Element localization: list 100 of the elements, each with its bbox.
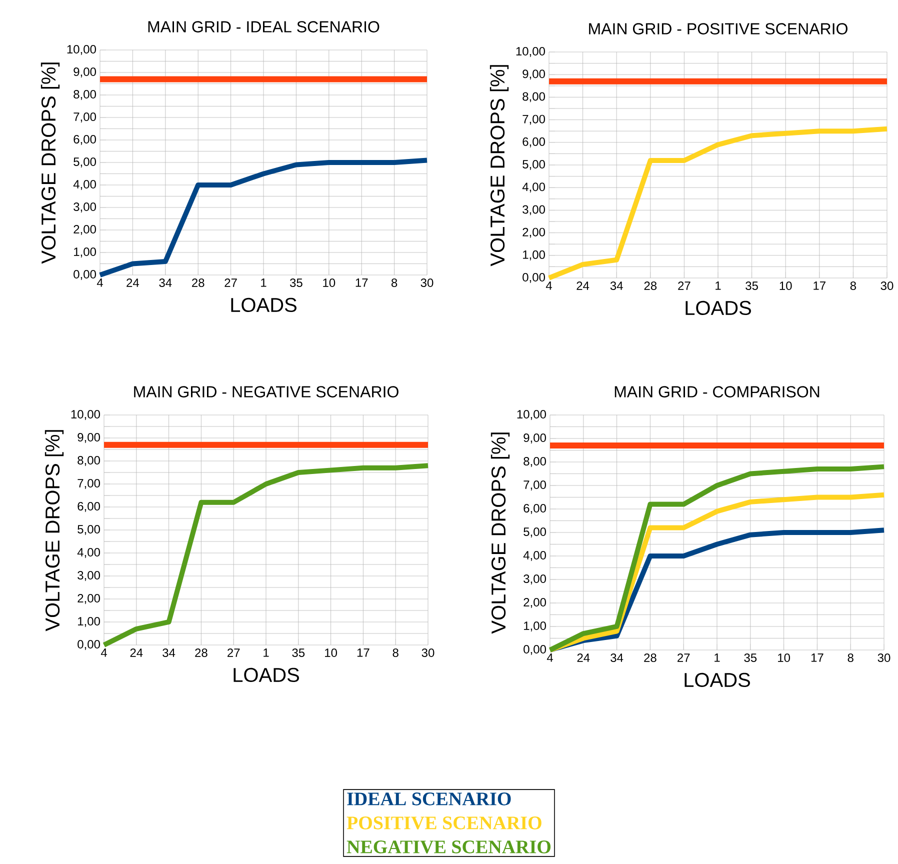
x-tick-label: 27 — [678, 654, 690, 662]
y-tick-label: 9,00 — [78, 433, 100, 443]
x-tick-label: 30 — [878, 654, 890, 662]
x-tick-label: 1 — [716, 282, 721, 290]
y-tick-label: 1,00 — [524, 622, 546, 632]
y-tick-label: 8,00 — [524, 457, 546, 467]
y-tick-label: 5,00 — [524, 528, 546, 538]
y-tick-label: 2,00 — [524, 598, 546, 608]
y-tick-label: 1,00 — [523, 250, 546, 260]
x-tick-label: 8 — [392, 648, 398, 658]
x-tick-label: 34 — [159, 278, 172, 288]
x-tick-label: 10 — [780, 282, 792, 290]
chart-title: MAIN GRID - IDEAL SCENARIO — [148, 21, 380, 32]
y-tick-label: 7,00 — [78, 479, 100, 489]
x-tick-label: 28 — [192, 278, 204, 288]
text: NEGATIVE SCENARIO — [346, 840, 551, 854]
x-tick-label: 4 — [100, 648, 107, 657]
x-tick-label: 28 — [195, 648, 208, 658]
y-tick-label: 6,00 — [74, 135, 96, 145]
text: POSITIVE SCENARIO — [346, 816, 542, 830]
y-tick-label: 3,00 — [524, 574, 546, 584]
x-tick-label: 35 — [746, 282, 758, 290]
y-tick-label: 8,00 — [78, 456, 100, 466]
y-axis-title: VOLTAGE DROPS [%] — [44, 430, 64, 632]
x-tick-label: 27 — [228, 648, 240, 657]
y-tick-label: 9,00 — [74, 68, 96, 78]
y-tick-label: 8,00 — [522, 92, 546, 102]
y-tick-label: 7,00 — [74, 112, 96, 122]
y-axis-title: VOLTAGE DROPS [%] — [40, 62, 60, 264]
y-tick-label: 4,00 — [77, 548, 100, 558]
x-tick-label: 17 — [357, 648, 370, 657]
x-tick-label: 4 — [96, 278, 103, 287]
y-tick-label: 10,00 — [517, 410, 546, 420]
x-axis-title: LOADS — [684, 672, 750, 688]
x-axis-title: LOADS — [234, 668, 299, 682]
x-axis-title: LOADS — [231, 298, 296, 312]
y-tick-label: 5,00 — [78, 525, 100, 535]
x-tick-label: 8 — [850, 282, 856, 290]
y-tick-label: 5,00 — [74, 158, 96, 168]
y-tick-label: 3,00 — [78, 571, 100, 581]
x-tick-label: 24 — [130, 648, 143, 657]
y-tick-label: 1,00 — [78, 617, 100, 627]
x-tick-label: 35 — [744, 654, 757, 662]
x-tick-label: 17 — [811, 654, 824, 662]
chart-title: MAIN GRID - NEGATIVE SCENARIO — [134, 386, 398, 398]
x-tick-label: 1 — [261, 278, 266, 287]
x-tick-label: 30 — [880, 282, 894, 290]
x-tick-label: 4 — [546, 654, 553, 662]
x-tick-label: 4 — [546, 282, 552, 290]
x-axis-title: LOADS — [686, 300, 751, 316]
x-tick-label: 27 — [678, 282, 690, 290]
x-tick-label: 8 — [391, 278, 398, 288]
x-tick-label: 24 — [577, 654, 590, 662]
x-tick-label: 1 — [264, 648, 269, 657]
x-tick-label: 30 — [420, 278, 434, 288]
y-tick-label: 1,00 — [74, 248, 96, 258]
y-tick-label: 2,00 — [78, 594, 100, 604]
x-tick-label: 24 — [576, 282, 590, 290]
y-tick-label: 3,00 — [74, 202, 96, 212]
y-tick-label: 0,00 — [522, 273, 546, 283]
y-tick-label: 0,00 — [78, 640, 100, 650]
chart-title: MAIN GRID - COMPARISON — [614, 386, 820, 398]
x-tick-label: 35 — [290, 278, 302, 288]
y-tick-label: 4,00 — [522, 182, 546, 193]
x-tick-label: 1 — [714, 654, 720, 662]
x-tick-label: 34 — [610, 654, 624, 662]
x-tick-label: 27 — [224, 278, 237, 287]
x-tick-label: 28 — [644, 282, 657, 290]
x-tick-label: 10 — [323, 278, 336, 288]
y-tick-label: 4,00 — [73, 180, 96, 190]
y-tick-label: 8,00 — [74, 90, 96, 100]
y-tick-label: 6,00 — [78, 502, 100, 512]
y-tick-label: 4,00 — [523, 551, 546, 561]
y-tick-label: 0,00 — [524, 645, 546, 655]
y-tick-label: 10,00 — [71, 410, 100, 420]
y-axis-title: VOLTAGE DROPS [%] — [490, 432, 510, 634]
y-tick-label: 9,00 — [524, 434, 546, 444]
x-tick-label: 28 — [644, 654, 656, 662]
text: IDEAL SCENARIO — [347, 792, 511, 806]
y-axis-title: VOLTAGE DROPS [%] — [490, 65, 509, 266]
x-tick-label: 35 — [292, 648, 305, 658]
y-tick-label: 7,00 — [524, 480, 546, 490]
x-tick-label: 24 — [126, 278, 140, 287]
y-tick-label: 7,00 — [522, 114, 546, 125]
y-tick-label: 10,00 — [67, 45, 96, 55]
y-tick-label: 5,00 — [522, 160, 546, 170]
x-tick-label: 34 — [162, 648, 176, 658]
x-tick-label: 10 — [778, 654, 790, 662]
x-tick-label: 8 — [848, 654, 854, 662]
y-tick-label: 2,00 — [522, 228, 546, 238]
y-tick-label: 6,00 — [524, 504, 546, 514]
x-tick-label: 30 — [422, 648, 434, 658]
y-tick-label: 10,00 — [516, 47, 546, 57]
chart-title: MAIN GRID - POSITIVE SCENARIO — [589, 23, 848, 34]
x-tick-label: 10 — [325, 648, 338, 658]
x-tick-label: 34 — [610, 282, 623, 290]
y-tick-label: 6,00 — [522, 137, 546, 148]
y-tick-label: 2,00 — [74, 225, 96, 235]
y-tick-label: 9,00 — [522, 70, 546, 80]
x-tick-label: 17 — [814, 282, 826, 290]
